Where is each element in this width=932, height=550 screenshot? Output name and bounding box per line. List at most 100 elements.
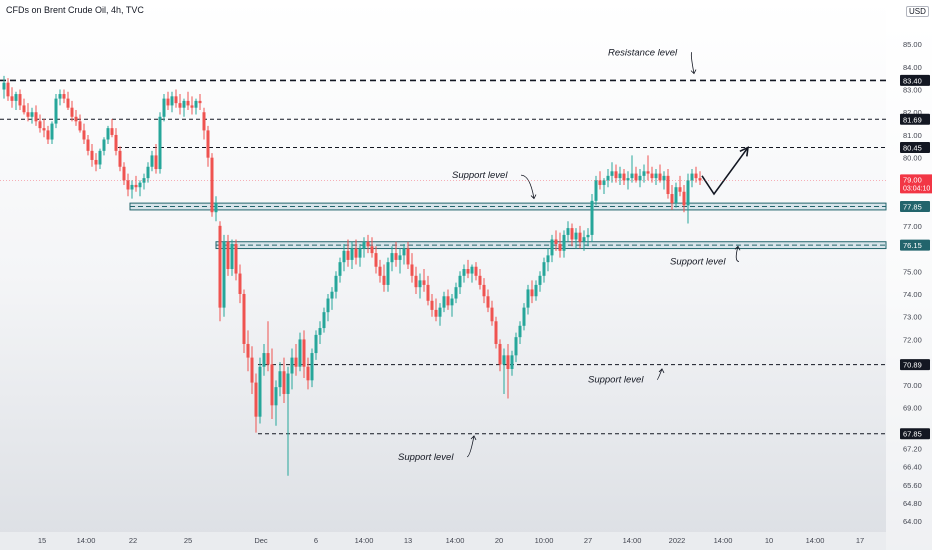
candle-body [654,173,658,179]
x-tick-label: 14:00 [623,536,642,545]
candle-body [178,103,182,108]
candle-body [374,253,378,267]
time-axis: 15 14:00 22 25 Dec 6 14:00 13 14:00 20 10:00 27 14:0… [0,532,886,550]
x-tick-label: 22 [129,536,137,545]
annotation-arrow [656,368,663,380]
candle-body [62,94,66,99]
candle-body [294,357,298,367]
candle-body [514,337,518,356]
candle-body [402,248,406,256]
candle-body [174,96,178,104]
candle-body [378,266,382,276]
annotation-arrowhead [658,368,665,374]
candle-body [634,173,638,181]
candle-body [90,150,94,160]
candle-body [258,366,262,417]
candle-body [202,112,206,131]
x-tick-label: 14:00 [77,536,96,545]
candle-body [658,173,662,181]
candle-body [454,287,458,299]
candle-body [550,239,554,256]
price-marker-label: 76.15 [903,241,922,250]
x-tick-label: 17 [856,536,864,545]
candle-body [226,241,230,269]
candle-body [118,150,122,167]
candle-body [622,173,626,181]
candle-body [350,248,354,260]
last-price-countdown: 03:04:10 [903,185,930,192]
candle-body [286,373,290,394]
candle-body [146,166,150,179]
candle-body [166,98,170,106]
y-tick-label: 77.00 [903,222,922,231]
candle-body [130,184,134,190]
candle-body [526,289,530,308]
candle-body [406,248,410,265]
candle-body [450,298,454,306]
candle-body [106,128,110,140]
candle-body [562,234,566,251]
x-tick-label: 14:00 [806,536,825,545]
candle-body [134,184,138,188]
currency-badge[interactable]: USD [906,6,929,17]
candle-body [126,180,130,190]
candle-body [230,244,234,269]
candle-body [386,262,390,285]
candle-body [46,130,50,140]
candle-body [38,121,42,129]
candle-body [598,180,602,185]
candle-body [66,98,70,108]
candle-body [586,234,590,238]
y-tick-label: 69.00 [903,404,922,413]
candle-body [302,339,306,367]
candle-body [266,353,270,365]
candles [2,75,702,476]
candle-body [114,134,118,151]
candle-body [42,128,46,131]
price-axis-background [886,0,932,550]
candle-body [478,275,482,285]
last-price-label: 79.00 [903,175,922,184]
projection-arrowhead [739,146,749,157]
candle-body [314,334,318,354]
y-tick-label: 64.00 [903,517,922,526]
candle-body [78,121,82,131]
candle-body [330,291,334,299]
candle-body [154,155,158,170]
candle-body [10,96,14,101]
candle-body [538,275,542,285]
y-tick-label: 82.00 [903,108,922,117]
y-tick-label: 66.40 [903,463,922,472]
price-marker-box [900,74,930,86]
candle-body [506,355,510,369]
x-tick-label: 14:00 [446,536,465,545]
candle-body [570,228,574,240]
candle-body [366,241,370,247]
candle-body [530,289,534,297]
annotation-arrowhead [690,69,697,75]
y-tick-label: 74.00 [903,290,922,299]
candle-body [2,82,6,90]
candle-body [390,253,394,263]
x-tick-label: 14:00 [714,536,733,545]
candle-body [626,178,630,181]
candle-body [22,105,26,113]
candle-body [6,82,10,97]
candle-body [74,116,78,122]
candle-body [110,128,114,135]
candle-body [666,175,670,195]
candle-body [70,107,74,117]
projection-line [701,146,749,196]
annotation-arrow [520,174,535,199]
candle-body [382,275,386,285]
candle-body [554,239,558,245]
price-marker-label: 81.69 [903,115,922,124]
candle-body [638,175,642,181]
annotation-label: Support level [452,170,508,181]
x-tick-label: 27 [584,536,592,545]
annotation-arrow [690,52,695,74]
projection-arrow [701,146,749,196]
candle-body [14,94,18,101]
